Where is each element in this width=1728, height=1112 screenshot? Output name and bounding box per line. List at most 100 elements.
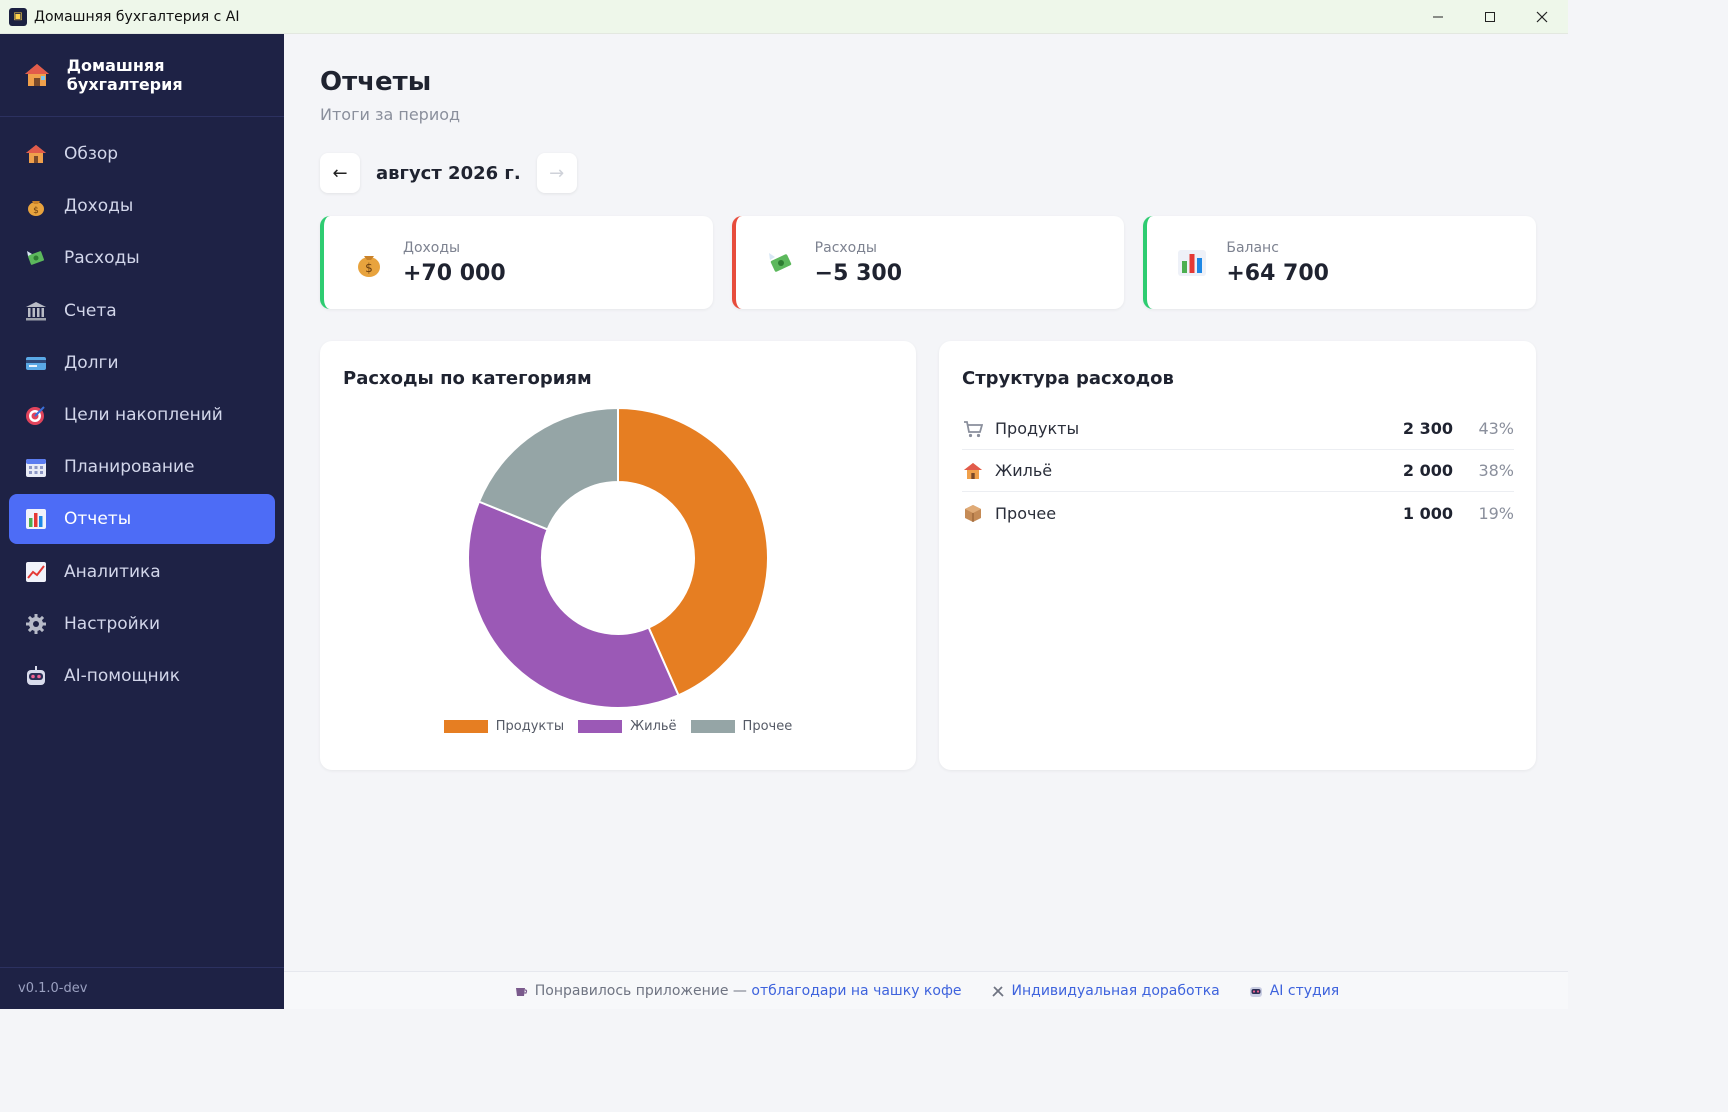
category-percent: 38% — [1478, 461, 1514, 480]
legend-item[interactable]: Прочее — [690, 719, 793, 734]
period-label: август 2026 г. — [376, 162, 521, 184]
house-icon — [22, 60, 52, 90]
summary-cards: $ Доходы +70 000 Расходы −5 300 Баланс +… — [320, 216, 1537, 309]
donut-slice-3[interactable] — [477, 407, 619, 531]
sidebar-item-expenses[interactable]: Расходы — [9, 233, 275, 283]
gear-icon — [24, 612, 48, 636]
sidebar-item-label: Цели накоплений — [64, 404, 223, 425]
expense-label: Расходы — [814, 239, 877, 256]
flying-money-icon — [764, 246, 798, 280]
sidebar-item-accounts[interactable]: Счета — [9, 286, 275, 336]
target-icon — [24, 403, 48, 427]
bank-icon — [24, 299, 48, 323]
app-icon: ▣ — [9, 7, 27, 26]
chart-legend: Продукты Жильё Прочее — [320, 719, 916, 734]
category-name: Продукты — [995, 419, 1080, 438]
bar-chart-icon — [24, 507, 48, 531]
next-period-button[interactable]: → — [536, 153, 577, 193]
sidebar-item-goals[interactable]: Цели накоплений — [9, 390, 275, 440]
period-selector: ← август 2026 г. → — [320, 153, 577, 193]
footer: Понравилось приложение — отблагодари на … — [284, 971, 1568, 1009]
card-title: Расходы по категориям — [343, 368, 592, 389]
custom-development-link[interactable]: Индивидуальная доработка — [1011, 982, 1220, 999]
sidebar-item-label: Долги — [64, 352, 119, 373]
category-amount: 2 300 — [1402, 419, 1453, 438]
credit-card-icon — [24, 351, 48, 375]
category-amount: 1 000 — [1402, 503, 1453, 523]
card-title: Структура расходов — [962, 368, 1174, 389]
sidebar-item-label: Настройки — [64, 613, 161, 634]
money-bag-icon: $ — [352, 246, 386, 280]
category-name: Прочее — [995, 503, 1057, 523]
sidebar-item-income[interactable]: $ Доходы — [9, 181, 275, 231]
footer-prefix: Понравилось приложение — — [534, 982, 747, 999]
footer-coffee: Понравилось приложение — отблагодари на … — [513, 983, 962, 999]
minimize-button[interactable] — [1412, 0, 1464, 34]
package-icon — [962, 502, 984, 524]
structure-list: Продукты 2 300 43% Жильё 2 000 38% Проче… — [962, 408, 1514, 534]
sidebar-nav: Обзор $ Доходы Расходы Счета Долги Цели … — [0, 117, 284, 701]
close-icon — [1536, 11, 1548, 23]
footer-studio: AI студия — [1248, 982, 1340, 999]
balance-label: Баланс — [1226, 239, 1279, 256]
income-label: Доходы — [403, 239, 461, 256]
legend-item[interactable]: Продукты — [443, 719, 564, 734]
flying-money-icon — [24, 246, 48, 270]
donut-chart — [467, 407, 769, 709]
category-percent: 43% — [1478, 419, 1514, 438]
sidebar-item-label: AI-помощник — [64, 665, 180, 686]
sidebar-item-label: Счета — [64, 300, 117, 321]
brand-name: Домашняя бухгалтерия — [66, 56, 183, 94]
category-amount: 2 000 — [1402, 461, 1453, 480]
sidebar-item-label: Аналитика — [64, 561, 161, 582]
svg-text:$: $ — [33, 206, 39, 216]
house-icon — [962, 460, 984, 482]
legend-label: Прочее — [742, 719, 793, 734]
structure-row: Жильё 2 000 38% — [962, 450, 1514, 492]
legend-item[interactable]: Жильё — [578, 719, 677, 734]
donut-slice-2[interactable] — [467, 500, 680, 709]
structure-row: Продукты 2 300 43% — [962, 408, 1514, 450]
close-button[interactable] — [1516, 0, 1568, 34]
balance-summary-card: Баланс +64 700 — [1143, 216, 1537, 309]
previous-period-button[interactable]: ← — [320, 153, 360, 193]
legend-swatch — [690, 720, 735, 733]
sidebar-item-label: Отчеты — [64, 509, 132, 530]
expenses-by-category-card: Расходы по категориям Продукты Жильё Проче… — [320, 341, 916, 770]
sidebar-item-planning[interactable]: Планирование — [9, 442, 275, 492]
legend-label: Жильё — [630, 719, 677, 734]
coffee-link[interactable]: отблагодари на чашку кофе — [751, 982, 962, 999]
footer-custom: Индивидуальная доработка — [990, 983, 1220, 999]
maximize-button[interactable] — [1464, 0, 1516, 34]
sidebar-item-label: Расходы — [64, 248, 140, 269]
sidebar-item-label: Обзор — [64, 144, 119, 164]
minimize-icon — [1433, 16, 1443, 18]
sidebar-item-analytics[interactable]: Аналитика — [9, 547, 275, 597]
trend-chart-icon — [24, 560, 48, 584]
sidebar-item-settings[interactable]: Настройки — [9, 599, 275, 649]
donut-slice-1[interactable] — [617, 407, 769, 697]
coffee-icon — [513, 983, 529, 999]
app-version: v0.1.0-dev — [0, 967, 284, 1009]
ai-studio-link[interactable]: AI студия — [1269, 982, 1340, 999]
structure-row: Прочее 1 000 19% — [962, 492, 1514, 534]
sidebar-item-debts[interactable]: Долги — [9, 338, 275, 388]
sidebar-item-reports[interactable]: Отчеты — [9, 494, 275, 545]
sidebar-item-overview[interactable]: Обзор — [9, 129, 275, 179]
sidebar-brand: Домашняя бухгалтерия — [0, 34, 284, 117]
window-title: Домашняя бухгалтерия с AI — [34, 8, 240, 25]
title-bar: ▣ Домашняя бухгалтерия с AI — [0, 0, 1568, 34]
balance-value: +64 700 — [1226, 260, 1329, 286]
expense-structure-card: Структура расходов Продукты 2 300 43% Жи… — [939, 341, 1536, 770]
sidebar: Домашняя бухгалтерия Обзор $ Доходы Расх… — [0, 34, 284, 1009]
maximize-icon — [1485, 12, 1495, 22]
tools-icon — [990, 983, 1006, 999]
category-name: Жильё — [995, 461, 1053, 480]
legend-swatch — [443, 720, 488, 733]
expense-value: −5 300 — [814, 260, 902, 286]
robot-icon — [1248, 983, 1264, 999]
category-percent: 19% — [1478, 503, 1514, 523]
sidebar-item-ai-assistant[interactable]: AI-помощник — [9, 651, 275, 701]
cart-icon — [962, 418, 984, 440]
window-controls — [1412, 0, 1568, 34]
